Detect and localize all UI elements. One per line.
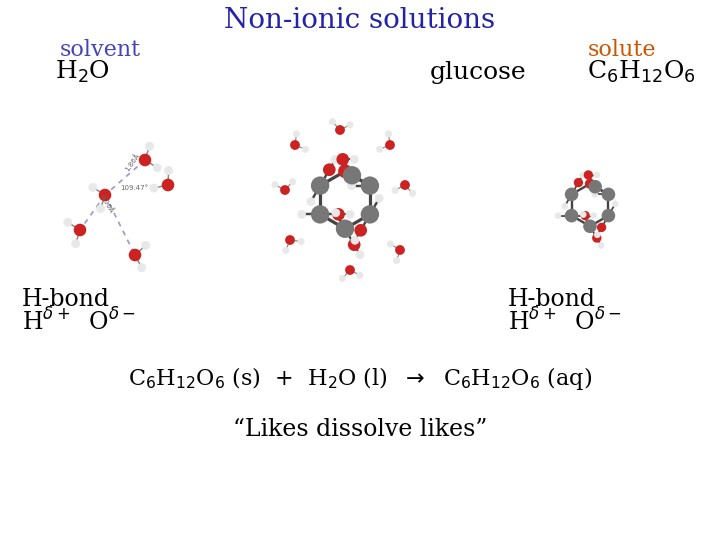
- Circle shape: [138, 264, 145, 272]
- Circle shape: [375, 194, 383, 202]
- Circle shape: [361, 177, 379, 195]
- Circle shape: [283, 247, 289, 253]
- Text: H$^{\delta+}$  O$^{\delta-}$: H$^{\delta+}$ O$^{\delta-}$: [22, 308, 136, 335]
- Text: H$^{\delta+}$  O$^{\delta-}$: H$^{\delta+}$ O$^{\delta-}$: [508, 308, 622, 335]
- Circle shape: [311, 177, 329, 195]
- Circle shape: [311, 205, 329, 224]
- Circle shape: [323, 164, 336, 176]
- Circle shape: [145, 142, 153, 150]
- Circle shape: [598, 242, 604, 248]
- Circle shape: [73, 224, 86, 237]
- Circle shape: [580, 211, 590, 220]
- Circle shape: [139, 154, 151, 166]
- Circle shape: [351, 236, 359, 244]
- Circle shape: [298, 238, 305, 245]
- Circle shape: [597, 222, 606, 232]
- Circle shape: [602, 187, 615, 201]
- Circle shape: [343, 166, 361, 185]
- Circle shape: [346, 211, 354, 218]
- Circle shape: [385, 140, 395, 150]
- Circle shape: [280, 185, 290, 195]
- Circle shape: [387, 241, 394, 247]
- Circle shape: [590, 213, 597, 219]
- Circle shape: [361, 205, 379, 224]
- Circle shape: [332, 209, 340, 217]
- Circle shape: [89, 183, 97, 191]
- Circle shape: [345, 265, 355, 275]
- Circle shape: [336, 220, 354, 238]
- Circle shape: [348, 181, 356, 190]
- Circle shape: [96, 205, 104, 213]
- Circle shape: [297, 211, 306, 218]
- Circle shape: [357, 272, 363, 278]
- Circle shape: [595, 232, 600, 238]
- Circle shape: [555, 213, 561, 219]
- Circle shape: [293, 131, 300, 137]
- Circle shape: [302, 146, 308, 152]
- Circle shape: [564, 187, 578, 201]
- Text: solvent: solvent: [60, 39, 141, 61]
- Circle shape: [71, 240, 80, 248]
- Circle shape: [332, 208, 345, 221]
- Circle shape: [580, 172, 585, 178]
- Text: C$_6$H$_{12}$O$_6$: C$_6$H$_{12}$O$_6$: [587, 59, 696, 85]
- Circle shape: [142, 241, 150, 249]
- Circle shape: [588, 180, 602, 193]
- Circle shape: [612, 201, 618, 207]
- Circle shape: [594, 172, 600, 178]
- Text: 1.86Å: 1.86Å: [123, 152, 140, 173]
- Circle shape: [602, 209, 615, 222]
- Text: 0.96Å: 0.96Å: [99, 193, 115, 214]
- Circle shape: [350, 156, 359, 164]
- Circle shape: [564, 209, 578, 222]
- Circle shape: [129, 249, 141, 261]
- Circle shape: [385, 131, 392, 137]
- Circle shape: [336, 153, 349, 166]
- Circle shape: [338, 164, 352, 178]
- Circle shape: [164, 166, 173, 174]
- Circle shape: [331, 156, 339, 164]
- Text: solute: solute: [588, 39, 657, 61]
- Text: C$_6$H$_{12}$O$_6$ (s)  +  H$_2$O (l)  $\rightarrow$  C$_6$H$_{12}$O$_6$ (aq): C$_6$H$_{12}$O$_6$ (s) + H$_2$O (l) $\ri…: [128, 364, 592, 391]
- Text: glucose: glucose: [430, 60, 526, 84]
- Circle shape: [307, 198, 315, 206]
- Text: “Likes dissolve likes”: “Likes dissolve likes”: [233, 418, 487, 442]
- Circle shape: [272, 181, 278, 188]
- Circle shape: [354, 224, 367, 237]
- Text: 109.47°: 109.47°: [120, 185, 148, 191]
- Circle shape: [585, 179, 595, 189]
- Circle shape: [392, 187, 398, 193]
- Circle shape: [285, 235, 295, 245]
- Circle shape: [335, 125, 345, 135]
- Text: H-bond: H-bond: [22, 288, 110, 312]
- Circle shape: [592, 233, 601, 242]
- Text: Non-ionic solutions: Non-ionic solutions: [225, 6, 495, 33]
- Circle shape: [290, 140, 300, 150]
- Circle shape: [400, 180, 410, 190]
- Circle shape: [289, 179, 296, 185]
- Circle shape: [574, 178, 583, 187]
- Circle shape: [347, 122, 353, 128]
- Circle shape: [348, 238, 361, 251]
- Circle shape: [592, 191, 598, 197]
- Circle shape: [329, 119, 336, 125]
- Circle shape: [562, 203, 568, 209]
- Circle shape: [339, 275, 346, 281]
- Text: H$_2$O: H$_2$O: [55, 59, 110, 85]
- Circle shape: [150, 184, 158, 192]
- Circle shape: [395, 245, 405, 255]
- Circle shape: [99, 188, 112, 201]
- Circle shape: [64, 218, 72, 226]
- Circle shape: [162, 179, 174, 191]
- Circle shape: [410, 190, 415, 197]
- Circle shape: [356, 251, 364, 259]
- Text: H-bond: H-bond: [508, 288, 596, 312]
- Circle shape: [583, 219, 597, 233]
- Circle shape: [377, 146, 383, 152]
- Circle shape: [584, 170, 593, 180]
- Circle shape: [153, 164, 161, 172]
- Circle shape: [393, 258, 400, 264]
- Circle shape: [580, 212, 586, 218]
